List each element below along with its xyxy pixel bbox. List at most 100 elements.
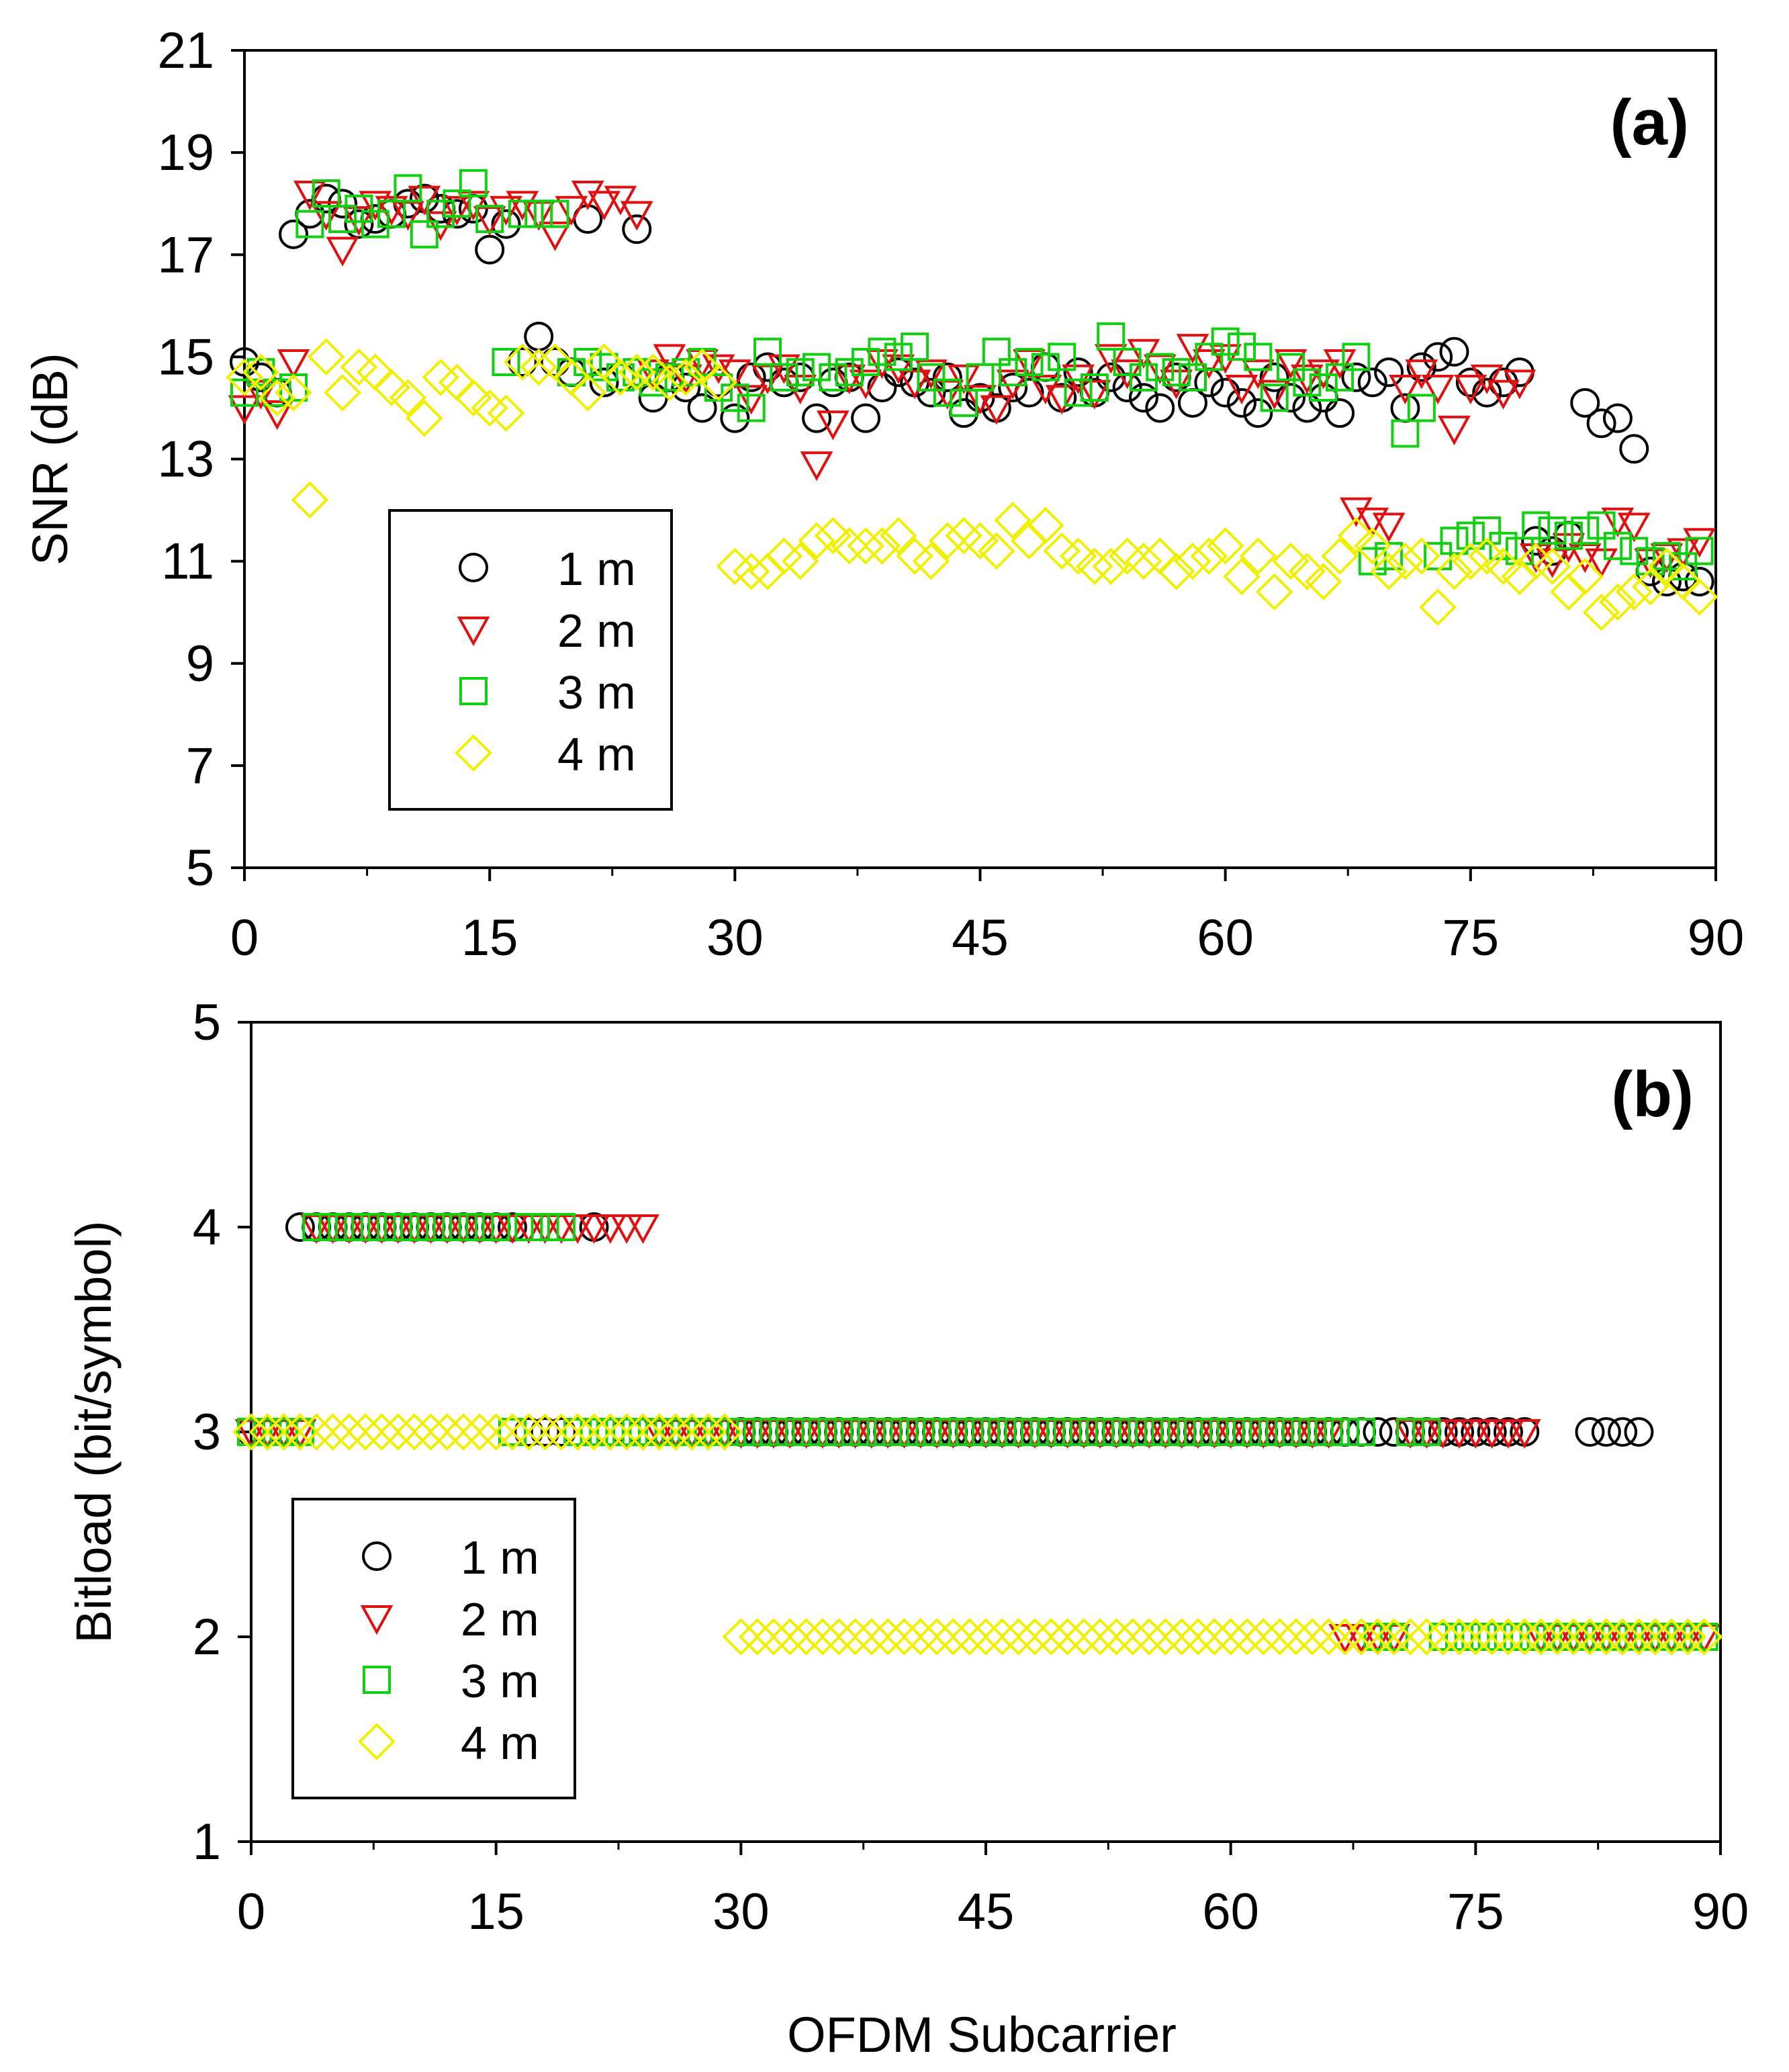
panel-b-point xyxy=(1379,1417,1409,1447)
panel-b-point xyxy=(923,1418,952,1446)
panel-a-point xyxy=(1620,537,1649,566)
panel-a-point xyxy=(767,354,800,384)
panel-a-point xyxy=(737,394,766,422)
panel-b-point xyxy=(771,1618,809,1656)
panel-a-point xyxy=(1145,393,1175,423)
panel-a-point xyxy=(1473,516,1502,545)
panel-a-point xyxy=(345,194,373,223)
panel-a-y-tick-label: 11 xyxy=(161,533,214,590)
panel-b-point xyxy=(706,1413,743,1451)
panel-a-point xyxy=(1195,343,1224,371)
panel-a-x-tick-label: 90 xyxy=(1688,909,1745,966)
panel-a-point xyxy=(994,501,1032,539)
panel-a-legend-label: 1 m xyxy=(557,543,636,595)
panel-b-point xyxy=(1135,1418,1164,1446)
panel-b-point xyxy=(1020,1418,1049,1446)
panel-b-point xyxy=(972,1418,1000,1446)
panel-b-point xyxy=(1151,1418,1180,1446)
panel-b-point xyxy=(1298,1418,1327,1446)
panel-b-point xyxy=(1587,1618,1625,1656)
panel-b-point xyxy=(1097,1618,1136,1656)
panel-b-panel-label: (b) xyxy=(1611,1058,1694,1130)
panel-b-point xyxy=(494,1413,531,1451)
panel-b-y-axis-title: Bitload (bit/symbol) xyxy=(66,1220,122,1643)
panel-a-point xyxy=(1326,363,1355,392)
panel-a-point xyxy=(1522,511,1551,540)
panel-b-point xyxy=(906,1418,935,1446)
panel-b-point xyxy=(1555,1618,1593,1656)
panel-a-point xyxy=(1325,398,1355,429)
panel-a-point xyxy=(1096,362,1126,392)
panel-a-point xyxy=(524,321,554,351)
panel-a-point xyxy=(1228,332,1256,361)
panel-b-point xyxy=(297,1413,336,1451)
panel-a-point xyxy=(1097,322,1126,351)
panel-b-point xyxy=(531,1213,559,1241)
panel-a-point xyxy=(667,358,705,396)
panel-b-point xyxy=(285,1418,314,1446)
panel-b-point xyxy=(1342,1618,1380,1656)
panel-a-point xyxy=(1304,563,1342,600)
panel-a-point xyxy=(1063,357,1093,388)
panel-a-point xyxy=(361,210,389,238)
panel-a-point xyxy=(1341,362,1371,392)
panel-a-point xyxy=(588,191,621,221)
panel-b-point xyxy=(318,1213,347,1241)
panel-a-point xyxy=(1125,542,1162,580)
panel-b-y-tick-label: 1 xyxy=(193,1813,221,1871)
panel-b-point xyxy=(383,1213,412,1241)
panel-b-point xyxy=(1048,1618,1087,1656)
panel-a-point xyxy=(1683,528,1716,558)
panel-a-point xyxy=(1652,542,1681,571)
panel-a-point xyxy=(1406,352,1436,382)
panel-a-x-tick-label: 75 xyxy=(1442,909,1500,966)
panel-a-point xyxy=(1178,363,1207,392)
panel-a-point xyxy=(1684,567,1714,597)
panel-b-point xyxy=(1069,1418,1098,1446)
panel-a-point xyxy=(392,201,424,231)
panel-b-point xyxy=(1228,1618,1266,1656)
panel-b-point xyxy=(232,1413,270,1451)
panel-b-legend-marker xyxy=(363,1666,391,1694)
panel-a-point xyxy=(1390,393,1420,423)
panel-a-point xyxy=(847,527,884,565)
panel-b-point xyxy=(465,1213,494,1241)
panel-a-point xyxy=(998,373,1028,403)
panel-a-point xyxy=(912,542,950,580)
panel-b-point xyxy=(1608,1417,1638,1447)
panel-b-point xyxy=(1571,1618,1609,1656)
panel-a-point xyxy=(1092,547,1130,586)
panel-b-legend-marker xyxy=(360,1605,394,1635)
panel-b-point xyxy=(1624,1417,1654,1447)
panel-a-point xyxy=(852,347,880,376)
panel-b-point xyxy=(1673,1623,1702,1651)
panel-b-point xyxy=(248,1413,287,1451)
panel-b-point xyxy=(661,1418,690,1446)
panel-a-point xyxy=(520,348,558,386)
panel-b-point xyxy=(673,1413,711,1451)
panel-b-point xyxy=(776,1418,805,1446)
panel-b-x-tick-label: 75 xyxy=(1447,1883,1504,1940)
panel-a-point xyxy=(879,516,917,555)
panel-b-point xyxy=(481,1213,510,1241)
panel-a-point xyxy=(1372,512,1406,543)
panel-b-point xyxy=(869,1618,907,1656)
panel-a-point xyxy=(1162,358,1191,387)
panel-a-point xyxy=(1452,542,1489,580)
panel-b-point xyxy=(1636,1618,1674,1656)
panel-b-point xyxy=(1347,1418,1376,1446)
panel-b-point xyxy=(1559,1623,1588,1651)
panel-a-point xyxy=(1128,383,1158,413)
panel-a-point xyxy=(1470,364,1504,394)
panel-a-point xyxy=(620,201,653,231)
panel-b-point xyxy=(1363,1417,1393,1447)
panel-b-point xyxy=(1685,1618,1723,1656)
panel-b-legend-box xyxy=(291,1498,576,1799)
panel-a-point xyxy=(818,367,848,398)
panel-a-point xyxy=(721,384,749,412)
panel-a-point xyxy=(736,362,766,392)
panel-b-point xyxy=(1506,1618,1544,1656)
panel-a-point xyxy=(1435,553,1473,590)
panel-b-point xyxy=(351,1213,380,1241)
panel-a-x-tick-label: 45 xyxy=(952,909,1009,966)
